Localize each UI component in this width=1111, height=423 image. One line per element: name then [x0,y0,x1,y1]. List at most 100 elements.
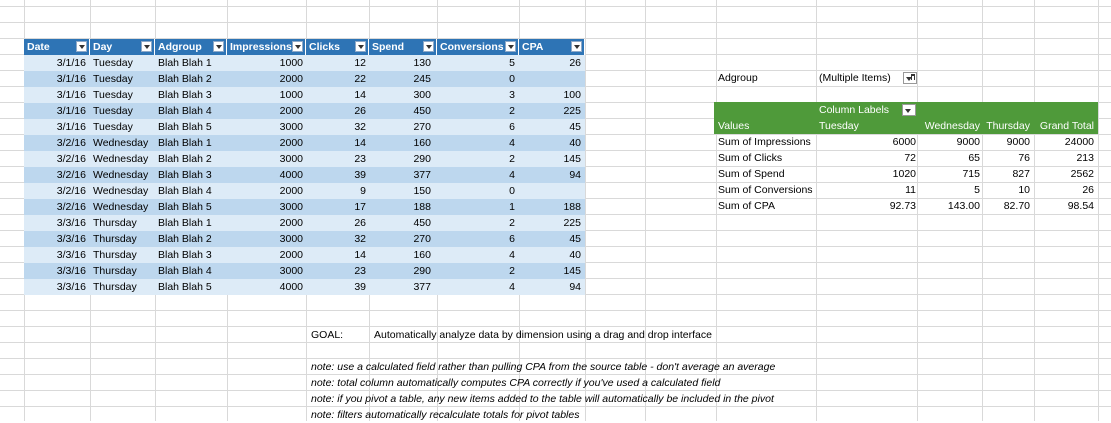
table-cell[interactable]: Blah Blah 5 [158,121,212,133]
pivot-cell[interactable]: 5 [974,184,980,196]
table-row[interactable]: 3/1/16 Tuesday Blah Blah 1 1000 12 130 5 26 [24,55,585,71]
table-cell[interactable]: 6 [509,233,515,245]
header-day[interactable]: Day [90,39,155,55]
table-cell[interactable]: Blah Blah 3 [158,89,212,101]
table-cell[interactable]: 40 [569,249,581,261]
chevron-down-icon[interactable] [423,41,434,52]
pivot-row-label[interactable]: Sum of CPA [718,200,775,212]
table-cell[interactable]: Blah Blah 1 [158,137,212,149]
table-cell[interactable]: Thursday [93,249,137,261]
table-cell[interactable]: 0 [509,73,515,85]
table-cell[interactable]: 3/1/16 [56,121,86,133]
pivot-cell[interactable]: 9000 [1006,136,1030,148]
header-date[interactable]: Date [24,39,90,55]
table-cell[interactable]: 2 [509,217,515,229]
table-cell[interactable]: 94 [569,169,581,181]
table-cell[interactable]: 145 [563,153,581,165]
table-cell[interactable]: 2 [509,153,515,165]
table-cell[interactable]: Wednesday [93,153,149,165]
table-cell[interactable]: 22 [354,73,366,85]
table-cell[interactable]: 4 [509,281,515,293]
table-row[interactable]: 3/1/16 Tuesday Blah Blah 2 2000 22 245 0 [24,71,585,87]
table-cell[interactable]: 450 [413,105,431,117]
table-cell[interactable]: Blah Blah 2 [158,233,212,245]
table-cell[interactable]: 3/2/16 [56,153,86,165]
table-cell[interactable]: 225 [563,105,581,117]
table-cell[interactable]: 3000 [279,121,303,133]
pivot-cell[interactable]: 11 [905,184,916,196]
table-cell[interactable]: 145 [563,265,581,277]
table-cell[interactable]: 4000 [279,169,303,181]
table-row[interactable]: 3/1/16 Tuesday Blah Blah 5 3000 32 270 6 45 [24,119,585,135]
table-row[interactable]: 3/3/16 Thursday Blah Blah 3 2000 14 160 4 40 [24,247,585,263]
chevron-down-icon[interactable] [571,41,582,52]
chevron-down-icon[interactable] [76,41,87,52]
table-cell[interactable]: 4 [509,137,515,149]
table-cell[interactable]: Blah Blah 4 [158,265,212,277]
table-cell[interactable]: 2000 [279,249,303,261]
table-row[interactable]: 3/2/16 Wednesday Blah Blah 5 3000 17 188 1 188 [24,199,585,215]
table-cell[interactable]: 377 [413,281,431,293]
chevron-down-icon[interactable] [213,41,224,52]
table-cell[interactable]: Blah Blah 2 [158,153,212,165]
table-cell[interactable]: 9 [360,185,366,197]
chevron-down-icon[interactable] [355,41,366,52]
table-cell[interactable]: 4 [509,249,515,261]
table-cell[interactable]: 32 [354,233,366,245]
table-row[interactable]: 3/2/16 Wednesday Blah Blah 2 3000 23 290 2 145 [24,151,585,167]
table-cell[interactable]: 3/2/16 [56,137,86,149]
table-cell[interactable]: 3000 [279,153,303,165]
table-row[interactable]: 3/3/16 Thursday Blah Blah 2 3000 32 270 6 45 [24,231,585,247]
table-cell[interactable]: Thursday [93,281,137,293]
table-cell[interactable]: 2000 [279,137,303,149]
table-cell[interactable]: 1000 [279,89,303,101]
pivot-cell[interactable]: 65 [968,152,980,164]
table-cell[interactable]: 23 [354,153,366,165]
table-cell[interactable]: 245 [413,73,431,85]
table-row[interactable]: 3/1/16 Tuesday Blah Blah 4 2000 26 450 2 225 [24,103,585,119]
table-cell[interactable]: Wednesday [93,169,149,181]
filter-icon[interactable] [903,72,917,84]
table-cell[interactable]: 3/2/16 [56,201,86,213]
table-cell[interactable]: 3/1/16 [56,57,86,69]
table-row[interactable]: 3/2/16 Wednesday Blah Blah 4 2000 9 150 0 [24,183,585,199]
table-cell[interactable]: 100 [563,89,581,101]
table-cell[interactable]: 225 [563,217,581,229]
table-cell[interactable]: 450 [413,217,431,229]
table-cell[interactable]: 2000 [279,105,303,117]
table-cell[interactable]: 32 [354,121,366,133]
chevron-down-icon[interactable] [292,41,303,52]
table-cell[interactable]: 270 [413,121,431,133]
table-cell[interactable]: Wednesday [93,137,149,149]
table-row[interactable]: 3/2/16 Wednesday Blah Blah 3 4000 39 377 4 94 [24,167,585,183]
table-cell[interactable]: 188 [413,201,431,213]
pivot-cell[interactable]: 92.73 [889,200,916,212]
table-cell[interactable]: 3/2/16 [56,169,86,181]
pivot-cell[interactable]: 213 [1076,152,1094,164]
table-cell[interactable]: 94 [569,281,581,293]
table-cell[interactable]: Thursday [93,217,137,229]
table-cell[interactable]: 1000 [279,57,303,69]
table-cell[interactable]: 45 [569,233,581,245]
table-cell[interactable]: 3000 [279,265,303,277]
table-cell[interactable]: Wednesday [93,201,149,213]
table-cell[interactable]: 3000 [279,233,303,245]
pivot-cell[interactable]: 2562 [1070,168,1094,180]
chevron-down-icon[interactable] [902,104,916,116]
table-cell[interactable]: 23 [354,265,366,277]
table-cell[interactable]: Wednesday [93,185,149,197]
table-cell[interactable]: Tuesday [93,73,133,85]
table-cell[interactable]: Blah Blah 3 [158,249,212,261]
table-cell[interactable]: 2 [509,105,515,117]
table-cell[interactable]: 17 [354,201,366,213]
pivot-cell[interactable]: 72 [904,152,916,164]
table-row[interactable]: 3/2/16 Wednesday Blah Blah 1 2000 14 160 4 40 [24,135,585,151]
pivot-row-label[interactable]: Sum of Clicks [718,152,783,164]
table-cell[interactable]: Tuesday [93,121,133,133]
table-cell[interactable]: Thursday [93,233,137,245]
table-cell[interactable]: 14 [354,137,366,149]
table-cell[interactable]: 26 [354,105,366,117]
table-cell[interactable]: 26 [354,217,366,229]
table-cell[interactable]: 2000 [279,185,303,197]
table-cell[interactable]: 188 [563,201,581,213]
